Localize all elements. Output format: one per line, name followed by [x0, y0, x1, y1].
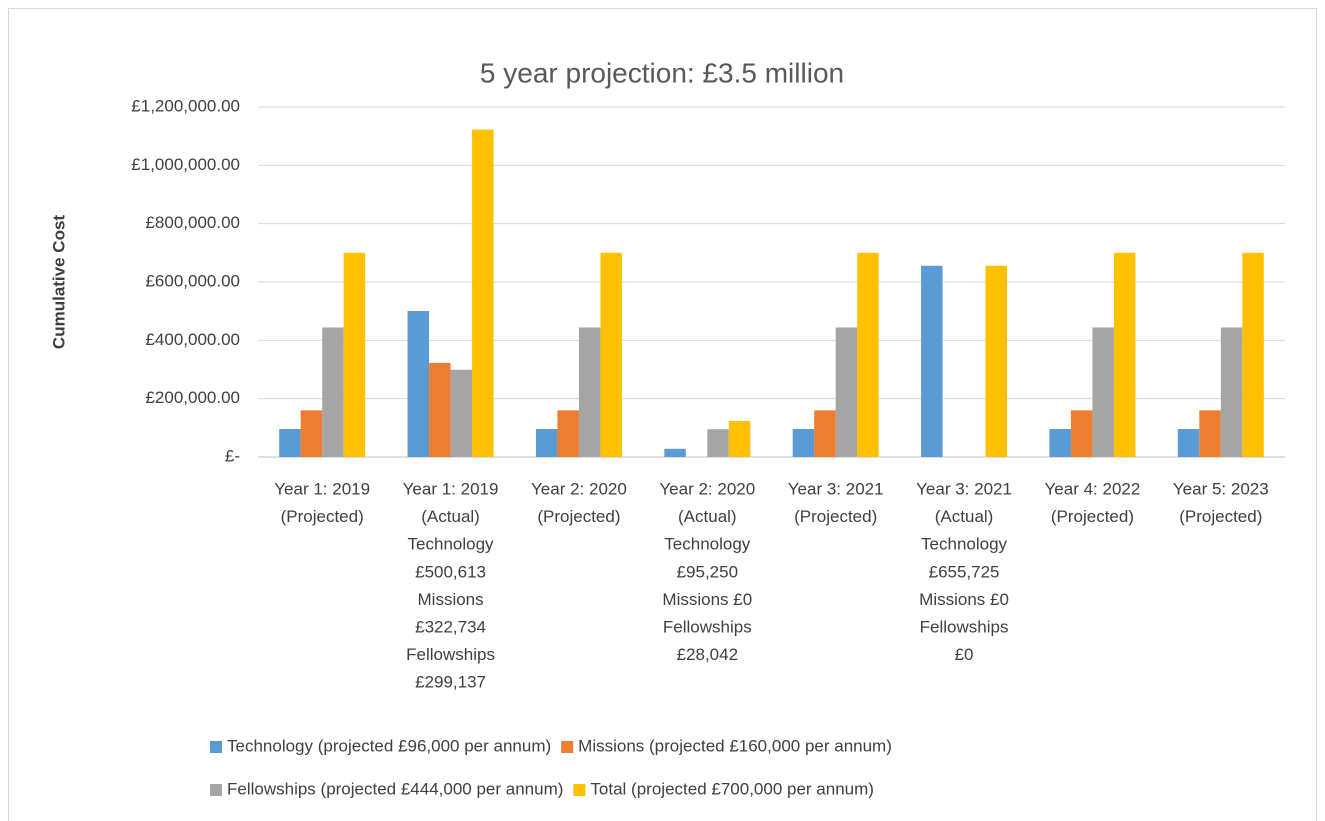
bar — [814, 410, 836, 457]
bar — [300, 410, 323, 457]
bar — [557, 410, 579, 457]
bar — [429, 362, 451, 457]
x-tick-label: Technology — [921, 535, 1008, 554]
y-tick-label: £200,000.00 — [145, 388, 240, 407]
bar — [600, 252, 622, 457]
x-tick-label: £322,734 — [415, 617, 486, 636]
x-tick-label: (Projected) — [794, 507, 877, 526]
bar — [921, 265, 943, 457]
x-tick-label: Year 3: 2021 — [916, 479, 1012, 498]
x-tick-label: £500,613 — [415, 562, 486, 581]
bar — [707, 429, 729, 457]
x-tick-label: £28,042 — [677, 645, 738, 664]
x-tick-label: £95,250 — [677, 562, 738, 581]
x-tick-label: Fellowships — [406, 645, 495, 664]
bar — [472, 129, 494, 457]
x-tick-label: Year 2: 2020 — [659, 479, 755, 498]
bar — [450, 369, 473, 457]
x-tick-label: Missions £0 — [662, 590, 752, 609]
bar — [792, 429, 815, 457]
legend-swatch — [561, 741, 574, 753]
x-tick-label: Year 3: 2021 — [788, 479, 884, 498]
bar — [1070, 410, 1093, 457]
chart-title: 5 year projection: £3.5 million — [480, 57, 844, 88]
y-tick-label: £600,000.00 — [145, 271, 240, 290]
x-tick-label: (Actual) — [421, 507, 480, 526]
bar — [664, 448, 686, 457]
bar — [728, 421, 751, 457]
x-tick-label: (Projected) — [1051, 507, 1134, 526]
legend-swatch — [210, 784, 222, 796]
bar — [279, 429, 301, 457]
x-tick-label: Technology — [408, 535, 495, 554]
y-tick-label: £1,000,000.00 — [131, 155, 240, 174]
y-tick-label: £1,200,000.00 — [131, 96, 240, 115]
y-tick-label: £400,000.00 — [145, 330, 240, 349]
legend-swatch — [573, 784, 586, 796]
legend-label: Fellowships (projected £444,000 per annu… — [227, 779, 563, 798]
bar — [985, 265, 1008, 457]
legend-label: Technology (projected £96,000 per annum) — [227, 736, 551, 755]
x-tick-label: Missions £0 — [919, 590, 1009, 609]
x-tick-label: (Projected) — [1179, 507, 1262, 526]
x-tick-label: Year 1: 2019 — [403, 479, 499, 498]
x-tick-label: Year 4: 2022 — [1045, 479, 1141, 498]
x-tick-label: £299,137 — [415, 673, 486, 692]
y-tick-label: £- — [225, 446, 240, 465]
bar — [1092, 327, 1114, 457]
legend-label: Missions (projected £160,000 per annum) — [578, 736, 892, 755]
x-tick-label: (Projected) — [537, 507, 620, 526]
x-tick-label: Fellowships — [663, 617, 752, 636]
x-tick-label: Technology — [664, 535, 751, 554]
bar — [1242, 252, 1264, 457]
bar — [1113, 252, 1136, 457]
bar — [407, 310, 430, 457]
x-tick-label: Missions — [418, 590, 484, 609]
bar — [1199, 410, 1221, 457]
bar — [343, 252, 366, 457]
x-tick-label: Year 2: 2020 — [531, 479, 627, 498]
x-tick-label: £0 — [955, 645, 974, 664]
legend-swatch — [210, 741, 222, 753]
x-tick-label: £655,725 — [929, 562, 1000, 581]
bar — [1049, 429, 1071, 457]
x-tick-label: Year 1: 2019 — [274, 479, 370, 498]
x-tick-label: Fellowships — [920, 617, 1009, 636]
y-axis-label: Cumulative Cost — [49, 215, 68, 349]
bar — [1177, 429, 1200, 457]
bar — [578, 327, 601, 457]
x-tick-label: (Projected) — [281, 507, 364, 526]
bar — [835, 327, 858, 457]
x-tick-label: (Actual) — [935, 507, 994, 526]
bar — [1220, 327, 1243, 457]
bar — [857, 252, 879, 457]
bar — [535, 429, 558, 457]
bar — [322, 327, 344, 457]
x-tick-label: (Actual) — [678, 507, 737, 526]
legend-label: Total (projected £700,000 per annum) — [590, 779, 874, 798]
y-tick-label: £800,000.00 — [145, 213, 240, 232]
x-tick-label: Year 5: 2023 — [1173, 479, 1269, 498]
